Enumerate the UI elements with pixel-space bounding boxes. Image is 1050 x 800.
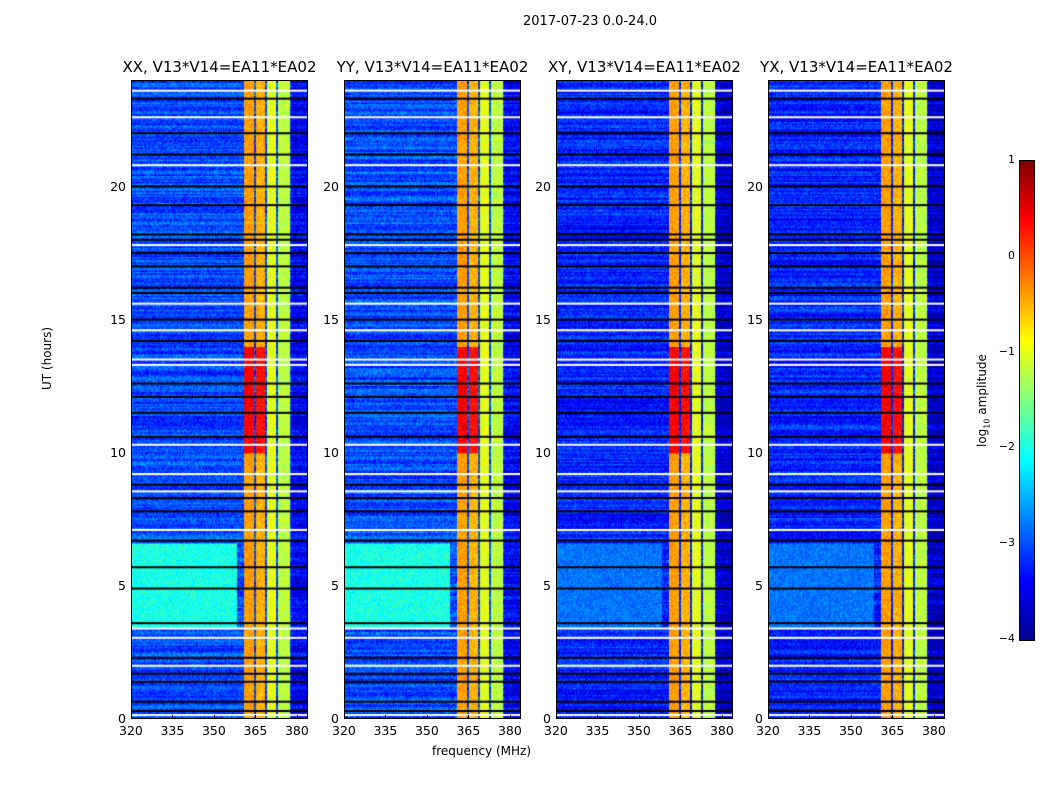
- x-tick-label: 335: [373, 723, 398, 738]
- panel-title: XX, V13*V14=EA11*EA02: [122, 58, 317, 76]
- colorbar-tick-label: −4: [998, 632, 1015, 645]
- x-tick-label: 380: [497, 723, 522, 738]
- y-tick-label: 10: [110, 444, 126, 460]
- x-tick-mark: [296, 715, 298, 719]
- y-tick-label: 0: [331, 711, 339, 726]
- y-tick-label: 5: [755, 577, 763, 593]
- y-tick-label: 0: [543, 711, 551, 726]
- colorbar-tick-label: −2: [998, 440, 1015, 454]
- x-axis-label: frequency (MHz): [432, 744, 532, 758]
- x-tick-mark: [809, 715, 811, 719]
- x-tick-mark: [509, 715, 511, 719]
- x-tick-label: 365: [243, 723, 268, 738]
- x-tick-mark: [213, 715, 215, 719]
- colorbar-tick-label: −3: [998, 536, 1015, 550]
- x-tick-mark: [721, 715, 723, 719]
- panel-title: YX, V13*V14=EA11*EA02: [760, 58, 953, 76]
- panel-title: YY, V13*V14=EA11*EA02: [336, 58, 529, 76]
- x-tick-mark: [385, 715, 387, 719]
- y-tick-label: 5: [543, 577, 551, 593]
- x-tick-label: 320: [119, 723, 143, 738]
- y-tick-label: 10: [535, 444, 551, 460]
- x-tick-label: 350: [626, 723, 651, 738]
- x-tick-label: 350: [201, 723, 226, 738]
- colorbar-label-sub: 10: [982, 418, 992, 429]
- y-tick-label: 20: [747, 178, 763, 194]
- x-tick-label: 335: [585, 723, 610, 738]
- x-tick-label: 350: [414, 723, 439, 738]
- spectrogram-heatmap: [131, 80, 308, 719]
- figure-title: 2017-07-23 0.0-24.0: [523, 14, 657, 29]
- x-tick-mark: [468, 715, 470, 719]
- x-tick-mark: [255, 715, 257, 719]
- y-tick-label: 0: [755, 711, 763, 726]
- x-tick-label: 335: [160, 723, 185, 738]
- y-tick-label: 15: [535, 311, 551, 327]
- colorbar-label: log10 amplitude: [975, 354, 991, 447]
- plot-frame: [768, 80, 945, 719]
- plot-frame: [344, 80, 521, 719]
- x-tick-mark: [892, 715, 894, 719]
- colorbar-tick-label: −1: [998, 344, 1015, 358]
- x-tick-label: 320: [544, 723, 568, 738]
- y-tick-label: 10: [323, 444, 339, 460]
- y-tick-label: 15: [323, 311, 339, 327]
- x-tick-label: 365: [668, 723, 693, 738]
- y-tick-label: 15: [747, 311, 763, 327]
- x-tick-label: 380: [709, 723, 734, 738]
- colorbar-tick-label: 1: [1008, 153, 1015, 166]
- y-tick-label: 20: [323, 178, 339, 194]
- x-tick-mark: [131, 715, 132, 719]
- colorbar-label-rest: amplitude: [975, 354, 989, 419]
- spectrogram-heatmap: [344, 80, 521, 719]
- x-tick-mark: [426, 715, 428, 719]
- colorbar: [1019, 160, 1035, 641]
- x-tick-mark: [344, 715, 345, 719]
- x-tick-mark: [933, 715, 935, 719]
- y-tick-label: 5: [331, 577, 339, 593]
- panel-1: XX, V13*V14=EA11*EA02 320 335 350 365 380 0 5 10…: [110, 58, 316, 738]
- panel-4: YX, V13*V14=EA11*EA02 320 335 350 365 380 0 5 10…: [747, 58, 953, 738]
- x-tick-label: 365: [456, 723, 481, 738]
- spectrogram-heatmap: [556, 80, 733, 719]
- x-tick-mark: [850, 715, 852, 719]
- panel-title: XY, V13*V14=EA11*EA02: [548, 58, 741, 76]
- spectrogram-heatmap: [768, 80, 945, 719]
- y-tick-label: 10: [747, 444, 763, 460]
- x-tick-mark: [680, 715, 682, 719]
- x-tick-label: 380: [921, 723, 946, 738]
- x-tick-label: 365: [880, 723, 905, 738]
- y-tick-label: 20: [110, 178, 126, 194]
- x-tick-mark: [638, 715, 640, 719]
- plot-frame: [131, 80, 308, 719]
- x-tick-mark: [597, 715, 599, 719]
- y-axis-label: UT (hours): [40, 326, 54, 390]
- colorbar-label-main: log: [975, 428, 989, 447]
- y-tick-label: 5: [118, 577, 126, 593]
- panel-2: YY, V13*V14=EA11*EA02 320 335 350 365 380 0 5 10…: [323, 58, 528, 738]
- x-tick-mark: [768, 715, 769, 719]
- x-tick-label: 350: [838, 723, 863, 738]
- y-tick-label: 15: [110, 311, 126, 327]
- x-tick-label: 380: [284, 723, 309, 738]
- y-tick-label: 0: [118, 711, 126, 726]
- y-tick-label: 20: [535, 178, 551, 194]
- x-tick-label: 320: [756, 723, 780, 738]
- x-tick-label: 335: [797, 723, 822, 738]
- x-tick-mark: [556, 715, 557, 719]
- x-tick-mark: [172, 715, 174, 719]
- plot-frame: [556, 80, 733, 719]
- panel-3: XY, V13*V14=EA11*EA02 320 335 350 365 380 0 5 10…: [535, 58, 741, 738]
- x-tick-label: 320: [332, 723, 356, 738]
- colorbar-tick-label: 0: [1008, 248, 1015, 262]
